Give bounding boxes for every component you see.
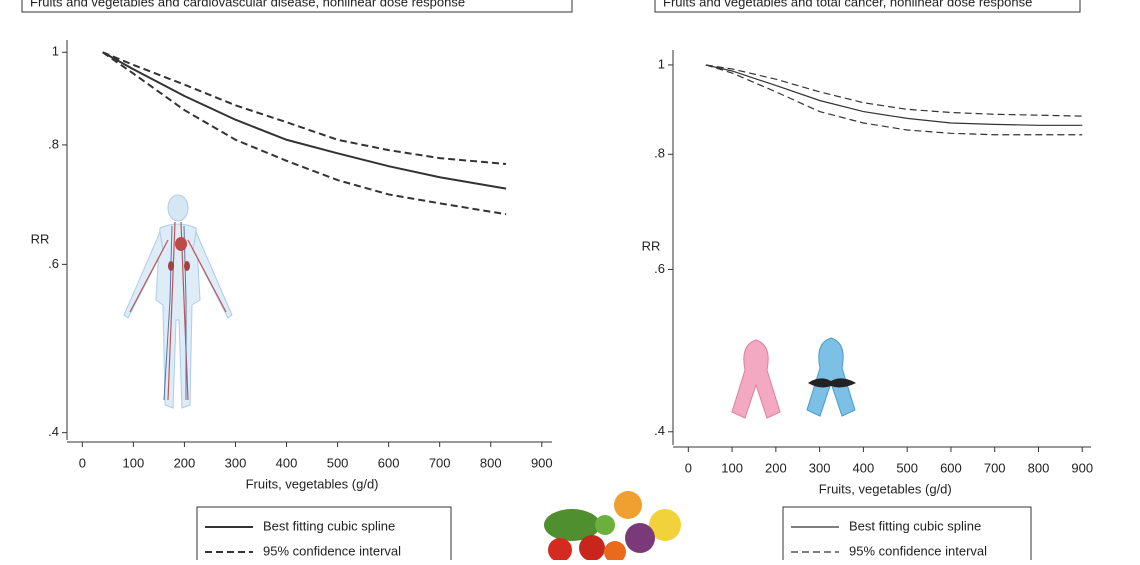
- x-tick-label: 800: [480, 455, 502, 470]
- y-tick-label: .4: [48, 424, 59, 439]
- legend-label: Best fitting cubic spline: [849, 518, 981, 533]
- fruit-illustration: [544, 491, 681, 563]
- chart-title: Fruits and vegetables and total cancer, …: [663, 0, 1032, 9]
- x-tick-label: 900: [531, 455, 553, 470]
- legend-label: 95% confidence interval: [849, 543, 987, 558]
- y-tick-label: 1: [658, 56, 665, 71]
- ribbon-illustration: [731, 337, 856, 419]
- x-tick-label: 100: [721, 460, 743, 475]
- x-axis-label: Fruits, vegetables (g/d): [819, 481, 952, 496]
- y-tick-label: .6: [48, 256, 59, 271]
- y-axis-label: RR: [642, 238, 661, 253]
- x-tick-label: 500: [327, 455, 349, 470]
- x-tick-label: 0: [685, 460, 692, 475]
- y-axis-label: RR: [31, 231, 50, 246]
- x-tick-label: 700: [984, 460, 1006, 475]
- y-tick-label: .8: [654, 146, 665, 161]
- x-tick-label: 800: [1028, 460, 1050, 475]
- legend-label: 95% confidence interval: [263, 543, 401, 558]
- x-tick-label: 500: [896, 460, 918, 475]
- x-tick-label: 700: [429, 455, 451, 470]
- x-tick-label: 400: [853, 460, 875, 475]
- y-tick-label: .8: [48, 136, 59, 151]
- line-upper: [102, 51, 507, 166]
- line-upper: [705, 64, 1083, 117]
- title-box: [21, 0, 573, 13]
- body-illustration: [123, 194, 233, 409]
- x-tick-label: 200: [765, 460, 787, 475]
- legend-box: [196, 506, 452, 565]
- line-values: [102, 51, 507, 190]
- y-tick-label: .4: [654, 423, 665, 438]
- x-tick-label: 400: [276, 455, 298, 470]
- x-tick-label: 900: [1071, 460, 1093, 475]
- x-tick-label: 200: [174, 455, 196, 470]
- x-tick-label: 300: [225, 455, 247, 470]
- x-axis-label: Fruits, vegetables (g/d): [246, 476, 379, 491]
- legend-box: [782, 506, 1032, 565]
- chart-title: Fruits and vegetables and cardiovascular…: [30, 0, 465, 9]
- x-tick-label: 600: [378, 455, 400, 470]
- line-lower: [705, 64, 1083, 136]
- y-tick-label: 1: [52, 44, 59, 59]
- legend-label: Best fitting cubic spline: [263, 518, 395, 533]
- x-tick-label: 600: [940, 460, 962, 475]
- title-box: [654, 0, 1081, 13]
- x-tick-label: 300: [809, 460, 831, 475]
- line-values: [705, 64, 1083, 126]
- x-tick-label: 0: [79, 455, 86, 470]
- line-lower: [102, 51, 507, 216]
- x-tick-label: 100: [123, 455, 145, 470]
- y-tick-label: .6: [654, 261, 665, 276]
